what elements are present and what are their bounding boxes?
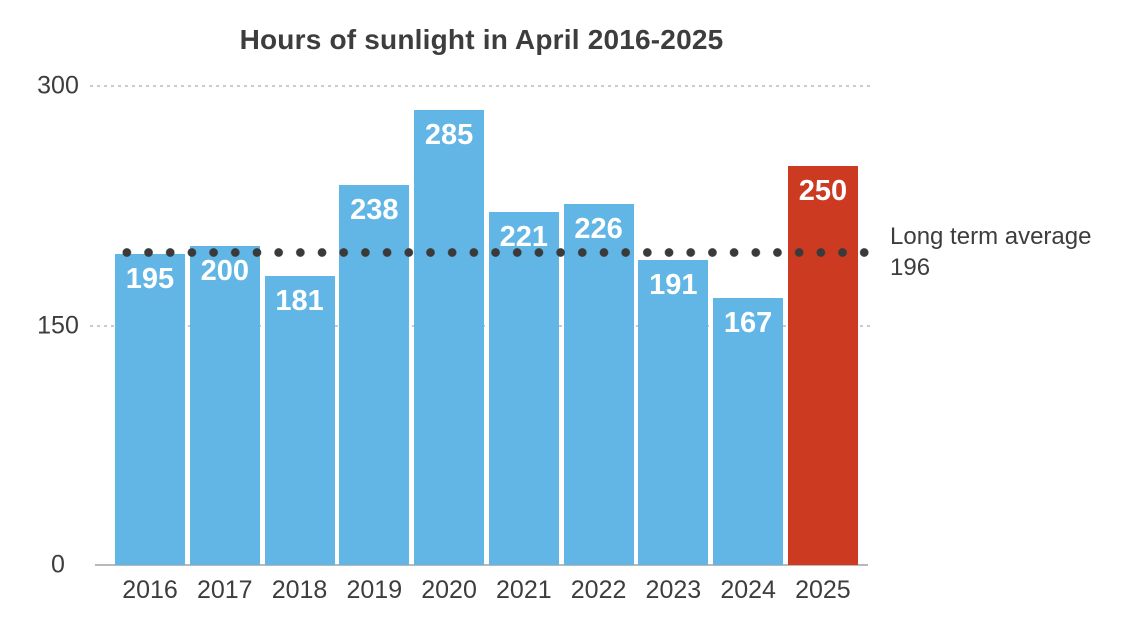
bar-2017: 200 [189,245,260,565]
average-line-value: 196 [890,254,931,282]
bar-2022: 226 [563,204,634,565]
bar-2021: 221 [488,212,559,565]
average-line-annotation: Long term average 196 [890,221,1091,283]
bars-container: 195 200 181 238 285 221 226 191 167 250 [115,86,858,565]
bar-2016: 195 [115,253,185,565]
bar-2019: 238 [339,185,410,565]
x-tick-label-2016: 2016 [122,576,178,604]
y-tick-label-150: 150 [37,311,79,339]
x-axis-line [95,564,868,566]
x-tick-label-2019: 2019 [346,576,403,604]
bar-2024: 167 [713,298,784,565]
average-dotted-line [115,247,872,257]
y-tick-label-300: 300 [37,71,79,100]
bar-value-label: 200 [200,254,249,287]
average-line-label: Long term average [890,223,1092,251]
bar-2023: 191 [638,260,709,565]
bar-value-label: 181 [275,285,324,317]
bar-2018: 181 [264,276,335,565]
x-tick-label-2021: 2021 [496,576,552,604]
x-tick-label-2018: 2018 [271,576,328,604]
bar-value-label: 238 [350,194,399,226]
bar-value-label: 250 [798,174,848,207]
bar-value-label: 195 [125,262,175,295]
bar-value-label: 226 [574,213,623,246]
gridline-300 [90,85,873,87]
y-tick-label-0: 0 [51,550,65,579]
x-axis-labels: 2016 2017 2018 2019 2020 2021 2022 2023 2024 2025 [115,576,858,605]
bar-2020: 285 [414,110,485,565]
x-tick-label-2020: 2020 [421,576,477,604]
bar-value-label: 191 [649,269,698,301]
x-tick-label-2017: 2017 [196,576,253,604]
bar-value-label: 167 [723,307,773,340]
bar-2025: 250 [787,165,858,565]
x-tick-label-2024: 2024 [720,576,776,604]
x-tick-label-2023: 2023 [645,576,702,604]
x-tick-label-2022: 2022 [570,576,627,604]
x-tick-label-2025: 2025 [795,576,851,604]
chart-title: Hours of sunlight in April 2016-2025 [239,24,724,55]
bar-value-label: 285 [424,119,474,151]
